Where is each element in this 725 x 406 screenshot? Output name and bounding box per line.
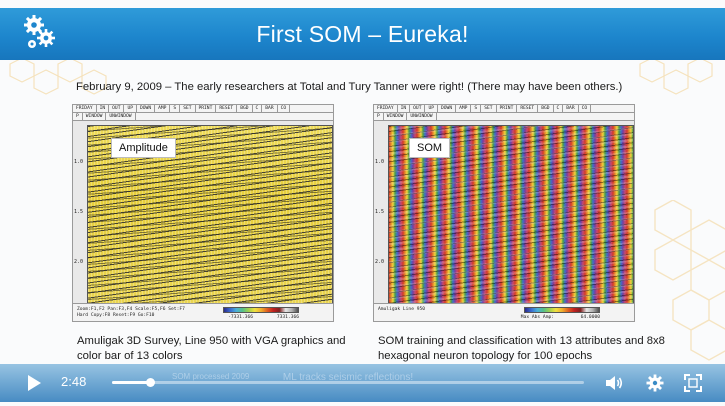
menu-item: DOWN [137, 105, 156, 112]
menu-item: FRIDAY [374, 105, 398, 112]
menu-item: FRIDAY [73, 105, 97, 112]
menu-item: WINDOW [83, 113, 107, 120]
menu-item: SET [180, 105, 196, 112]
som-caption: SOM training and classification with 13 … [378, 335, 665, 362]
colorbar-min-value: Max Abs Amp: [520, 315, 554, 320]
title-bar [0, 8, 725, 60]
menu-item: IN [97, 105, 110, 112]
seismic-footer: Zoom:F1,F2 Pan:F3,F4 Scale:F5,F6 Set:F7 … [73, 303, 333, 321]
time-axis: 1.0 1.5 2.0 [73, 125, 87, 305]
menu-item: RESET [216, 105, 238, 112]
menu-item: RESET [517, 105, 539, 112]
colorbar-max-value: 64.0000 [580, 315, 600, 320]
som-seismic-image [388, 125, 634, 305]
menu-item: OUT [109, 105, 125, 112]
y-tick-label: 1.5 [375, 209, 385, 215]
menu-item: BGD [237, 105, 253, 112]
y-tick-label: 1.0 [74, 159, 84, 165]
seismic-menu-bar: FRIDAY IN OUT UP DOWN AMP S SET PRINT RE… [374, 105, 634, 113]
menu-item: AMP [155, 105, 171, 112]
seismic-menu-bar: FRIDAY IN OUT UP DOWN AMP S SET PRINT RE… [73, 105, 333, 113]
menu-item: UP [425, 105, 439, 112]
gears-logo-icon [24, 15, 55, 48]
menu-item: S [471, 105, 482, 112]
amplitude-label: Amplitude [111, 138, 176, 158]
hexagon-pattern-corner [654, 200, 725, 361]
menu-item: P [374, 113, 384, 120]
menu-item: CO [278, 105, 291, 112]
seismic-submenu-bar: P WINDOW UNWINDOW [374, 113, 634, 121]
menu-item: S [170, 105, 181, 112]
scrubber-handle[interactable] [145, 378, 155, 387]
menu-item: UP [124, 105, 138, 112]
video-player-controls: 2:48 SOM processed 2009 ML tracks seismi… [0, 364, 725, 402]
menu-item: IN [398, 105, 411, 112]
progress-fill [112, 381, 150, 384]
play-icon[interactable] [24, 373, 44, 393]
y-tick-label: 2.0 [375, 259, 385, 265]
som-seismic-panel: FRIDAY IN OUT UP DOWN AMP S SET PRINT RE… [373, 104, 635, 322]
menu-item: UNWINDOW [106, 113, 136, 120]
menu-item: AMP [456, 105, 472, 112]
current-time: 2:48 [61, 374, 87, 389]
menu-item: WINDOW [384, 113, 408, 120]
menu-item: DOWN [438, 105, 457, 112]
menu-item: C [253, 105, 263, 112]
amplitude-seismic-panel: FRIDAY IN OUT UP DOWN AMP S SET PRINT RE… [72, 104, 334, 322]
line-info-text: Amuligak Line 950 [378, 307, 426, 312]
menu-item: CO [579, 105, 592, 112]
menu-item: UNWINDOW [407, 113, 437, 120]
menu-item: BAR [262, 105, 278, 112]
amplitude-caption: Amuligak 3D Survey, Line 950 with VGA gr… [77, 335, 346, 362]
colorbar-max-value: 7331.366 [276, 315, 299, 320]
menu-item: BAR [563, 105, 579, 112]
volume-icon[interactable] [604, 373, 624, 393]
colorbar-min-value: -7331.366 [228, 315, 253, 320]
key-help-text: Zoom:F1,F2 Pan:F3,F4 Scale:F5,F6 Set:F7 … [77, 307, 185, 318]
seismic-footer: Amuligak Line 950 Max Abs Amp: 64.0000 [374, 303, 634, 321]
menu-item: PRINT [196, 105, 217, 112]
menu-item: PRINT [497, 105, 518, 112]
gear-icon[interactable] [645, 373, 665, 393]
menu-item: P [73, 113, 83, 120]
menu-item: OUT [410, 105, 426, 112]
y-tick-label: 1.0 [375, 159, 385, 165]
time-axis: 1.0 1.5 2.0 [374, 125, 388, 305]
seismic-submenu-bar: P WINDOW UNWINDOW [73, 113, 333, 121]
slide-subtitle: February 9, 2009 – The early researchers… [76, 81, 623, 93]
y-tick-label: 1.5 [74, 209, 84, 215]
som-label: SOM [409, 138, 451, 158]
fullscreen-icon[interactable] [683, 373, 703, 393]
menu-item: SET [481, 105, 497, 112]
color-bar [223, 307, 299, 313]
video-overlay-dim-text: SOM processed 2009 [172, 372, 250, 381]
menu-item: C [554, 105, 564, 112]
progress-scrubber[interactable] [112, 378, 584, 387]
color-bar [524, 307, 600, 313]
y-tick-label: 2.0 [74, 259, 84, 265]
menu-item: BGD [538, 105, 554, 112]
slide-title: First SOM – Eureka! [256, 21, 469, 47]
